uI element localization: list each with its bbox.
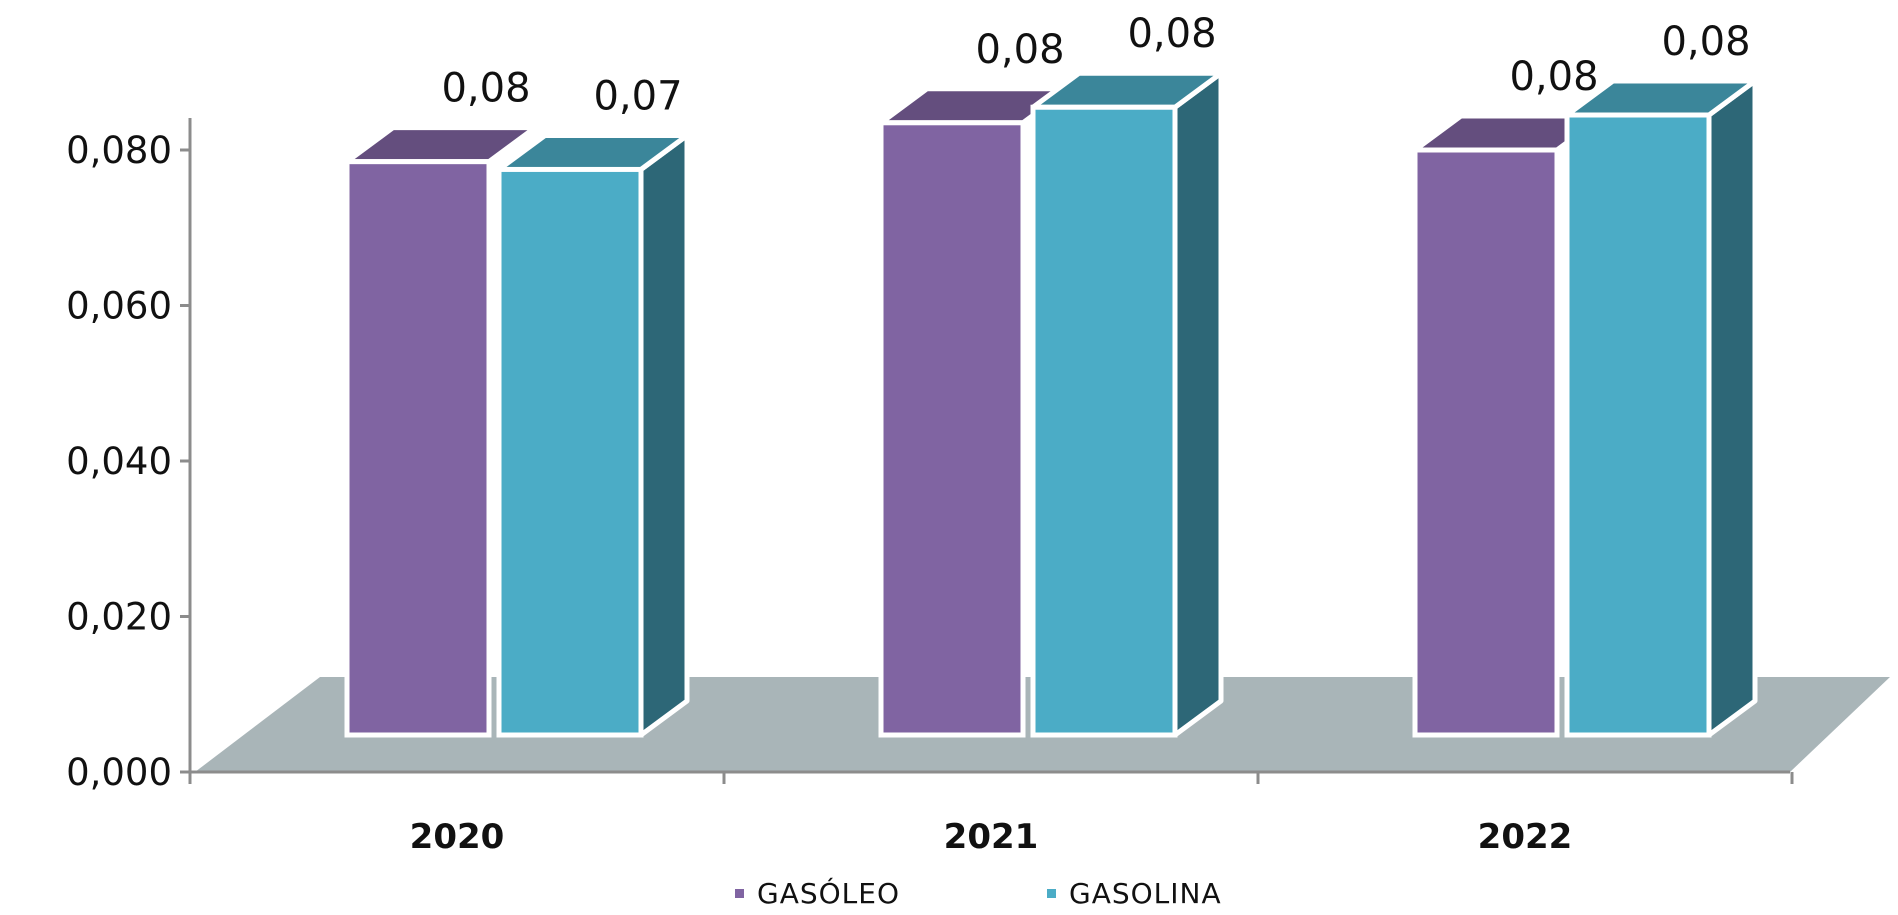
data-label: 0,08 <box>975 27 1064 73</box>
y-tick-label: 0,060 <box>66 285 172 328</box>
x-tick-label: 2020 <box>410 817 505 857</box>
bar-side-face <box>1706 78 1758 738</box>
legend-swatch <box>1047 889 1056 898</box>
bar-front-face <box>878 120 1026 738</box>
x-tick-label: 2022 <box>1478 817 1573 857</box>
y-tick-label: 0,080 <box>66 129 172 172</box>
axes: 0,000 0,020 0,040 0,060 0,080 2020 2021 2022 <box>66 118 1794 857</box>
bar-front-face <box>344 159 492 738</box>
bar-front-face <box>1564 112 1712 738</box>
legend: GASÓLEO GASOLINA <box>735 876 1222 910</box>
bar-side-face <box>1172 70 1224 738</box>
bar-2021-gasóleo <box>878 86 1072 738</box>
bar-front-face <box>1412 147 1560 738</box>
bar-2020-gasóleo <box>344 125 538 738</box>
legend-item-gasóleo: GASÓLEO <box>735 876 900 910</box>
x-tick-label: 2021 <box>944 817 1039 857</box>
bar-2022-gasolina <box>1564 78 1758 738</box>
legend-swatch <box>735 889 744 898</box>
y-tick-label: 0,000 <box>66 751 172 794</box>
legend-item-gasolina: GASOLINA <box>1047 877 1222 910</box>
data-label: 0,08 <box>1661 19 1750 65</box>
data-label: 0,08 <box>441 66 530 112</box>
bar-2020-gasolina <box>496 132 690 738</box>
bar-top-face <box>344 125 538 165</box>
legend-label: GASOLINA <box>1069 877 1222 910</box>
legend-label: GASÓLEO <box>757 876 900 910</box>
bars <box>344 70 1758 738</box>
bar-side-face <box>638 132 690 738</box>
data-labels: 0,08 0,07 0,08 0,08 0,08 0,08 <box>441 11 1750 119</box>
data-label: 0,08 <box>1509 54 1598 100</box>
bar-front-face <box>1030 104 1178 738</box>
bar-front-face <box>496 166 644 738</box>
y-tick-label: 0,020 <box>66 596 172 639</box>
data-label: 0,07 <box>593 73 682 119</box>
bar-2021-gasolina <box>1030 70 1224 738</box>
data-label: 0,08 <box>1127 11 1216 57</box>
bar-2022-gasóleo <box>1412 113 1606 738</box>
y-tick-label: 0,040 <box>66 440 172 483</box>
